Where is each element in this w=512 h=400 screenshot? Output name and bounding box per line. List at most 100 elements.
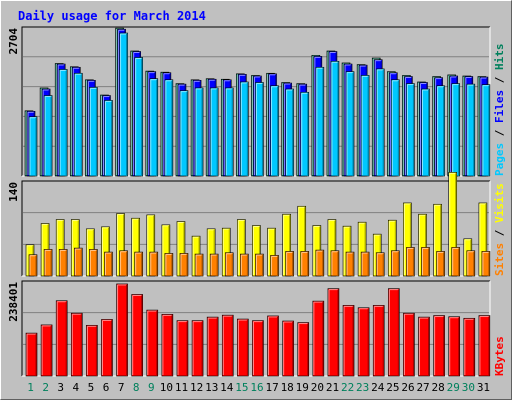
bar-sites xyxy=(149,251,159,277)
bar-pages xyxy=(436,85,445,177)
legend-middle: Sites / Visits xyxy=(493,183,506,276)
bar-kbytes xyxy=(297,322,310,377)
bar-kbytes xyxy=(70,312,83,377)
bar-kbytes xyxy=(237,318,249,377)
bar-sites xyxy=(58,249,68,277)
bar-sites xyxy=(285,251,294,277)
bar-pages xyxy=(391,79,400,177)
bar-pages xyxy=(43,95,53,177)
bar-sites xyxy=(391,250,400,277)
x-tick-label: 1 xyxy=(27,381,34,394)
bar-kbytes xyxy=(206,316,219,377)
bar-pages xyxy=(270,85,279,177)
bar-pages xyxy=(119,32,128,177)
bar-kbytes xyxy=(418,316,430,377)
bar-pages xyxy=(375,68,385,177)
bar-kbytes xyxy=(146,309,159,377)
legend-entry: / xyxy=(493,223,506,243)
bar-pages xyxy=(89,87,98,177)
bar-sites xyxy=(179,253,189,277)
bar-sites xyxy=(406,247,415,277)
bar-sites xyxy=(224,252,234,277)
bar-pages xyxy=(345,71,355,177)
x-tick-label: 21 xyxy=(326,381,339,394)
bar-kbytes xyxy=(161,314,174,377)
bar-pages xyxy=(240,81,249,177)
bar-pages xyxy=(421,88,430,177)
bar-sites xyxy=(194,253,204,277)
bar-kbytes xyxy=(448,316,461,377)
bar-kbytes xyxy=(221,314,234,377)
x-tick-label: 3 xyxy=(57,381,64,394)
x-tick-label: 17 xyxy=(265,381,278,394)
bar-sites xyxy=(73,247,83,277)
bar-kbytes xyxy=(372,305,385,377)
x-tick-label: 29 xyxy=(447,381,460,394)
x-tick-label: 5 xyxy=(88,381,95,394)
y-max-label-middle: 140 xyxy=(7,182,20,202)
x-tick-label: 24 xyxy=(371,381,385,394)
bar-pages xyxy=(466,83,476,177)
bar-sites xyxy=(330,250,340,277)
bar-pages xyxy=(134,57,143,177)
bar-pages xyxy=(73,72,83,177)
legend-entry: / xyxy=(493,123,506,143)
bar-pages xyxy=(315,66,325,177)
bar-sites xyxy=(104,251,113,277)
bar-sites xyxy=(119,250,128,277)
x-tick-label: 22 xyxy=(341,381,354,394)
x-tick-label: 6 xyxy=(103,381,110,394)
bar-kbytes xyxy=(267,315,279,377)
bar-pages xyxy=(285,88,294,177)
bar-sites xyxy=(300,251,310,277)
bar-kbytes xyxy=(312,300,325,377)
bar-sites xyxy=(209,253,219,277)
bar-kbytes xyxy=(55,300,68,377)
bar-pages xyxy=(224,87,234,177)
bar-pages xyxy=(149,78,159,177)
bar-kbytes xyxy=(282,320,294,377)
x-tick-label: 13 xyxy=(205,381,218,394)
y-max-label-bottom: 238401 xyxy=(7,282,20,322)
legend-entry: Sites xyxy=(493,243,506,276)
bar-pages xyxy=(330,60,340,177)
x-tick-label: 2 xyxy=(42,381,49,394)
bar-pages xyxy=(58,69,68,177)
bar-sites xyxy=(375,252,385,277)
bar-kbytes xyxy=(131,294,143,377)
bar-sites xyxy=(164,253,174,277)
plot-area-bottom-edge xyxy=(21,280,490,376)
legend-entry: Hits xyxy=(493,44,506,71)
x-tick-label: 16 xyxy=(250,381,263,394)
bar-pages xyxy=(481,84,491,177)
legend-entry: KBytes xyxy=(493,336,506,376)
bar-pages xyxy=(406,83,415,177)
bar-sites xyxy=(255,253,264,277)
bar-kbytes xyxy=(357,307,370,377)
x-tick-label: 28 xyxy=(432,381,445,394)
x-tick-label: 14 xyxy=(220,381,234,394)
bar-sites xyxy=(240,253,249,277)
bar-kbytes xyxy=(433,315,445,377)
plot-area-middle-edge xyxy=(21,180,490,276)
x-tick-label: 23 xyxy=(356,381,369,394)
x-tick-label: 9 xyxy=(148,381,155,394)
bar-kbytes xyxy=(176,320,189,377)
bar-pages xyxy=(28,116,38,177)
bar-pages xyxy=(179,90,189,177)
x-tick-label: 4 xyxy=(73,381,80,394)
bar-kbytes xyxy=(327,288,340,377)
bar-kbytes xyxy=(252,320,264,377)
bar-sites xyxy=(345,251,355,277)
chart-title: Daily usage for March 2014 xyxy=(18,9,206,23)
x-tick-label: 11 xyxy=(175,381,188,394)
x-tick-label: 26 xyxy=(401,381,414,394)
bar-kbytes xyxy=(388,288,400,377)
bar-sites xyxy=(134,251,143,277)
bar-sites xyxy=(315,249,325,277)
bar-sites xyxy=(360,251,370,277)
x-tick-label: 27 xyxy=(416,381,429,394)
